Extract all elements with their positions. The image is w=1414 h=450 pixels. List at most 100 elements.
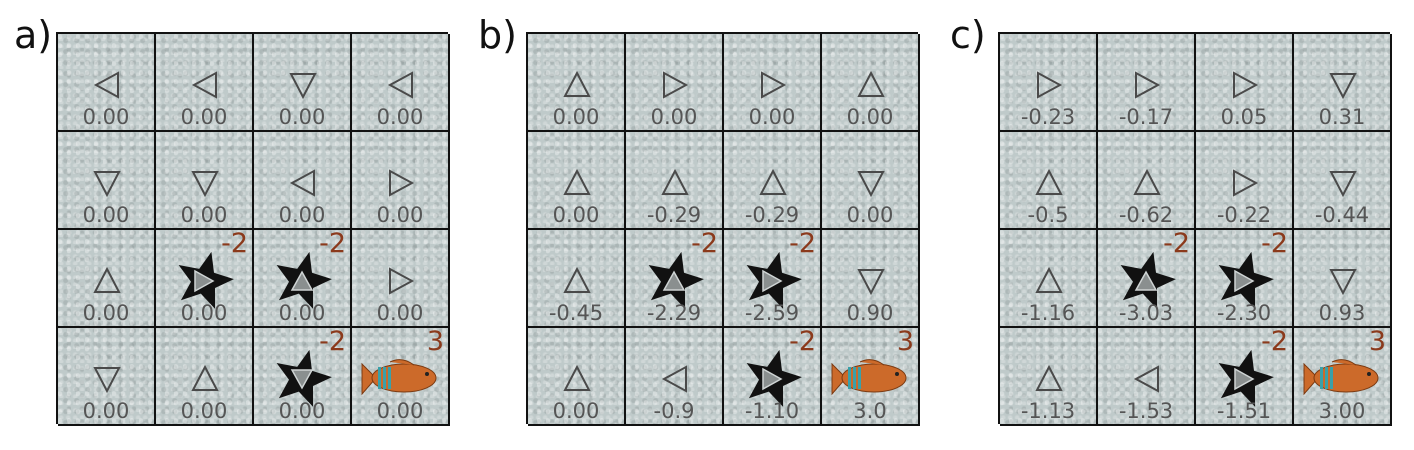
star-hazard-icon (1218, 251, 1274, 309)
arrow-down-icon (191, 171, 219, 198)
grid-cell: -0.45 (528, 230, 626, 328)
state-value: -1.51 (1216, 399, 1272, 423)
grid-cell: 3 0.00 (352, 328, 450, 426)
state-value: 0.00 (376, 105, 424, 129)
state-value: 0.00 (180, 105, 228, 129)
panel-c: -0.23 -0.17 0.05 0.31 -0.5 -0.62 -0.22 -0.44 -1.… (998, 32, 1392, 426)
grid-cell: 0.00 (352, 34, 450, 132)
state-value: -2.59 (744, 301, 800, 325)
grid-cell: -2 -2.30 (1196, 230, 1294, 328)
state-value: 0.00 (278, 301, 326, 325)
state-value: -0.5 (1027, 203, 1069, 227)
grid-cell: -2 -1.51 (1196, 328, 1294, 426)
state-value: -0.44 (1314, 203, 1370, 227)
state-value: -3.03 (1118, 301, 1174, 325)
arrow-right-icon (389, 267, 415, 295)
grid-cell: -2 -2.59 (724, 230, 822, 328)
fish-goal-icon (831, 359, 907, 396)
state-value: -0.29 (646, 203, 702, 227)
grid-cell: 0.00 (822, 132, 920, 230)
state-value: -0.45 (548, 301, 604, 325)
arrow-right-icon (1037, 71, 1063, 99)
grid-cell: -1.53 (1098, 328, 1196, 426)
state-value: 0.00 (376, 203, 424, 227)
grid-cell: -0.29 (724, 132, 822, 230)
star-hazard-icon (178, 251, 234, 309)
state-value: 0.00 (278, 399, 326, 423)
reward-label: 3 (896, 326, 914, 357)
grid-cell: -2 0.00 (156, 230, 254, 328)
grid-cell: 0.00 (58, 34, 156, 132)
arrow-up-icon (1035, 364, 1063, 391)
grid-cell: 0.00 (528, 34, 626, 132)
grid-cell: -0.9 (626, 328, 724, 426)
state-value: 0.00 (552, 399, 600, 423)
arrow-down-icon (289, 73, 317, 100)
reward-label: -2 (221, 228, 248, 259)
state-value: 0.00 (552, 203, 600, 227)
state-value: 0.00 (82, 105, 130, 129)
reward-label: -2 (1261, 326, 1288, 357)
state-value: 0.93 (1318, 301, 1366, 325)
grid-cell: 3 3.0 (822, 328, 920, 426)
arrow-left-icon (191, 71, 217, 99)
grid-cell: 0.00 (626, 34, 724, 132)
state-value: -0.22 (1216, 203, 1272, 227)
star-hazard-icon (1218, 349, 1274, 407)
arrow-left-icon (1133, 365, 1159, 393)
grid-cell: -0.5 (1000, 132, 1098, 230)
grid-cell: 3 3.00 (1294, 328, 1392, 426)
grid-cell: 0.00 (528, 132, 626, 230)
arrow-down-icon (857, 269, 885, 296)
state-value: -1.16 (1020, 301, 1076, 325)
state-value: 0.00 (552, 105, 600, 129)
reward-label: -2 (1261, 228, 1288, 259)
arrow-right-icon (761, 71, 787, 99)
arrow-up-icon (563, 364, 591, 391)
arrow-down-icon (1329, 171, 1357, 198)
state-value: 0.00 (846, 105, 894, 129)
arrow-down-icon (857, 171, 885, 198)
grid-cell: 0.00 (156, 328, 254, 426)
grid-cell: 0.00 (724, 34, 822, 132)
grid-cell: 0.00 (352, 230, 450, 328)
grid-cell: -0.29 (626, 132, 724, 230)
panel-label-b: b) (478, 13, 517, 57)
arrow-up-icon (1035, 168, 1063, 195)
state-value: 0.00 (278, 105, 326, 129)
grid-cell: 0.00 (156, 132, 254, 230)
star-hazard-icon (746, 349, 802, 407)
reward-label: -2 (789, 326, 816, 357)
arrow-up-icon (93, 266, 121, 293)
star-hazard-icon (276, 251, 332, 309)
state-value: -0.9 (653, 399, 695, 423)
state-value: -0.62 (1118, 203, 1174, 227)
star-hazard-icon (276, 349, 332, 407)
arrow-left-icon (661, 365, 687, 393)
arrow-right-icon (1233, 71, 1259, 99)
state-value: 0.00 (82, 399, 130, 423)
grid-world-a: 0.00 0.00 0.00 0.00 0.00 0.00 0.00 0.00 0.00 -2 0.… (56, 32, 450, 426)
arrow-up-icon (563, 70, 591, 97)
grid-cell: -2 0.00 (254, 328, 352, 426)
state-value: -0.23 (1020, 105, 1076, 129)
reward-label: 3 (1368, 326, 1386, 357)
state-value: 0.00 (278, 203, 326, 227)
state-value: 0.00 (748, 105, 796, 129)
grid-cell: -2 -2.29 (626, 230, 724, 328)
state-value: 0.00 (82, 301, 130, 325)
grid-world-b: 0.00 0.00 0.00 0.00 0.00 -0.29 -0.29 0.00 -0.45-… (526, 32, 920, 426)
grid-cell: 0.05 (1196, 34, 1294, 132)
grid-cell: 0.90 (822, 230, 920, 328)
grid-cell: 0.00 (58, 132, 156, 230)
arrow-up-icon (563, 168, 591, 195)
arrow-up-icon (661, 168, 689, 195)
arrow-left-icon (387, 71, 413, 99)
state-value: 0.00 (650, 105, 698, 129)
grid-cell: 0.00 (822, 34, 920, 132)
grid-cell: 0.00 (58, 328, 156, 426)
grid-cell: 0.00 (254, 34, 352, 132)
state-value: 0.00 (846, 203, 894, 227)
arrow-left-icon (93, 71, 119, 99)
fish-goal-icon (361, 359, 437, 396)
